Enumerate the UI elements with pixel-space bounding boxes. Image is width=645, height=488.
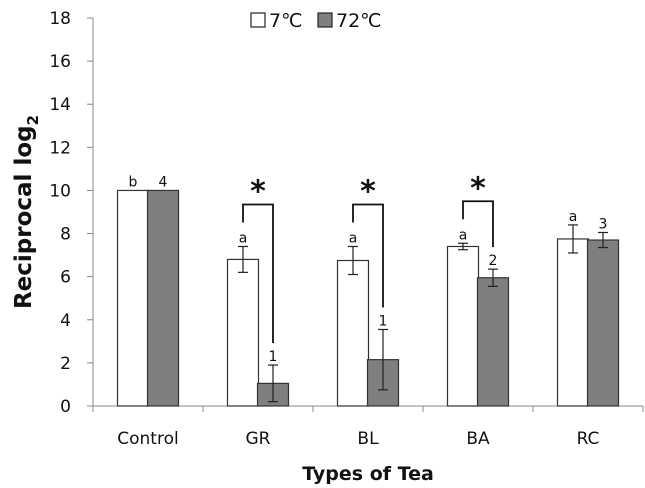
bar-significance-letter: b bbox=[129, 174, 138, 190]
bar-series-2 bbox=[476, 277, 510, 407]
y-tick-label: 12 bbox=[49, 138, 71, 158]
bar-series-1 bbox=[446, 245, 480, 407]
y-axis-title: Reciprocal log2 bbox=[11, 115, 42, 309]
significance-bracket bbox=[462, 200, 494, 248]
legend: 7℃ 72℃ bbox=[250, 10, 382, 32]
y-tick-label: 18 bbox=[49, 9, 71, 29]
y-tick-label: 4 bbox=[60, 311, 71, 331]
y-tick-label: 8 bbox=[60, 225, 71, 245]
significance-bracket bbox=[352, 203, 384, 308]
bar-series-1 bbox=[336, 259, 370, 407]
x-category-label: BL bbox=[357, 429, 379, 449]
y-tick-label: 14 bbox=[49, 95, 71, 115]
y-tick-label: 0 bbox=[60, 397, 71, 417]
bar-significance-letter: a bbox=[459, 227, 468, 243]
x-category-label: RC bbox=[577, 429, 600, 449]
x-category-label: BA bbox=[466, 429, 490, 449]
bar-significance-letter: 1 bbox=[379, 313, 388, 329]
bar-significance-letter: a bbox=[569, 209, 578, 225]
bar-series-2 bbox=[146, 189, 180, 407]
plot-area: 0 2 4 6 8 10 12 14 16 18 Control b 4 GR a 1 BL a 1 BA a 2 RC a 3… bbox=[49, 9, 644, 449]
y-tick-label: 6 bbox=[60, 268, 71, 288]
bar-series-2 bbox=[586, 239, 620, 407]
x-category-label: Control bbox=[117, 429, 178, 449]
y-axis-title-subscript: 2 bbox=[24, 115, 42, 125]
bar-significance-letter: 2 bbox=[489, 253, 498, 269]
bar-significance-letter: a bbox=[239, 230, 248, 246]
legend-swatch-series-2 bbox=[317, 12, 333, 28]
legend-label-series-1: 7℃ bbox=[269, 10, 302, 32]
y-axis-title-main: Reciprocal log bbox=[11, 125, 37, 309]
y-tick-label: 16 bbox=[49, 52, 71, 72]
significance-bracket bbox=[242, 203, 274, 344]
bar-series-1 bbox=[226, 258, 260, 407]
bar-series-1 bbox=[116, 189, 150, 407]
significance-star: * bbox=[470, 171, 486, 206]
significance-star: * bbox=[250, 174, 266, 209]
bar-significance-letter: 3 bbox=[599, 216, 608, 232]
y-tick-label: 10 bbox=[49, 181, 71, 201]
x-axis-title: Types of Tea bbox=[302, 463, 434, 485]
significance-star: * bbox=[360, 174, 376, 209]
legend-swatch-series-1 bbox=[250, 12, 266, 28]
y-tick-label: 2 bbox=[60, 354, 71, 374]
x-category-label: GR bbox=[246, 429, 271, 449]
bar-series-1 bbox=[556, 238, 590, 407]
bar-significance-letter: a bbox=[349, 230, 358, 246]
legend-label-series-2: 72℃ bbox=[336, 10, 382, 32]
bar-significance-letter: 4 bbox=[159, 174, 168, 190]
bar-significance-letter: 1 bbox=[269, 349, 278, 365]
